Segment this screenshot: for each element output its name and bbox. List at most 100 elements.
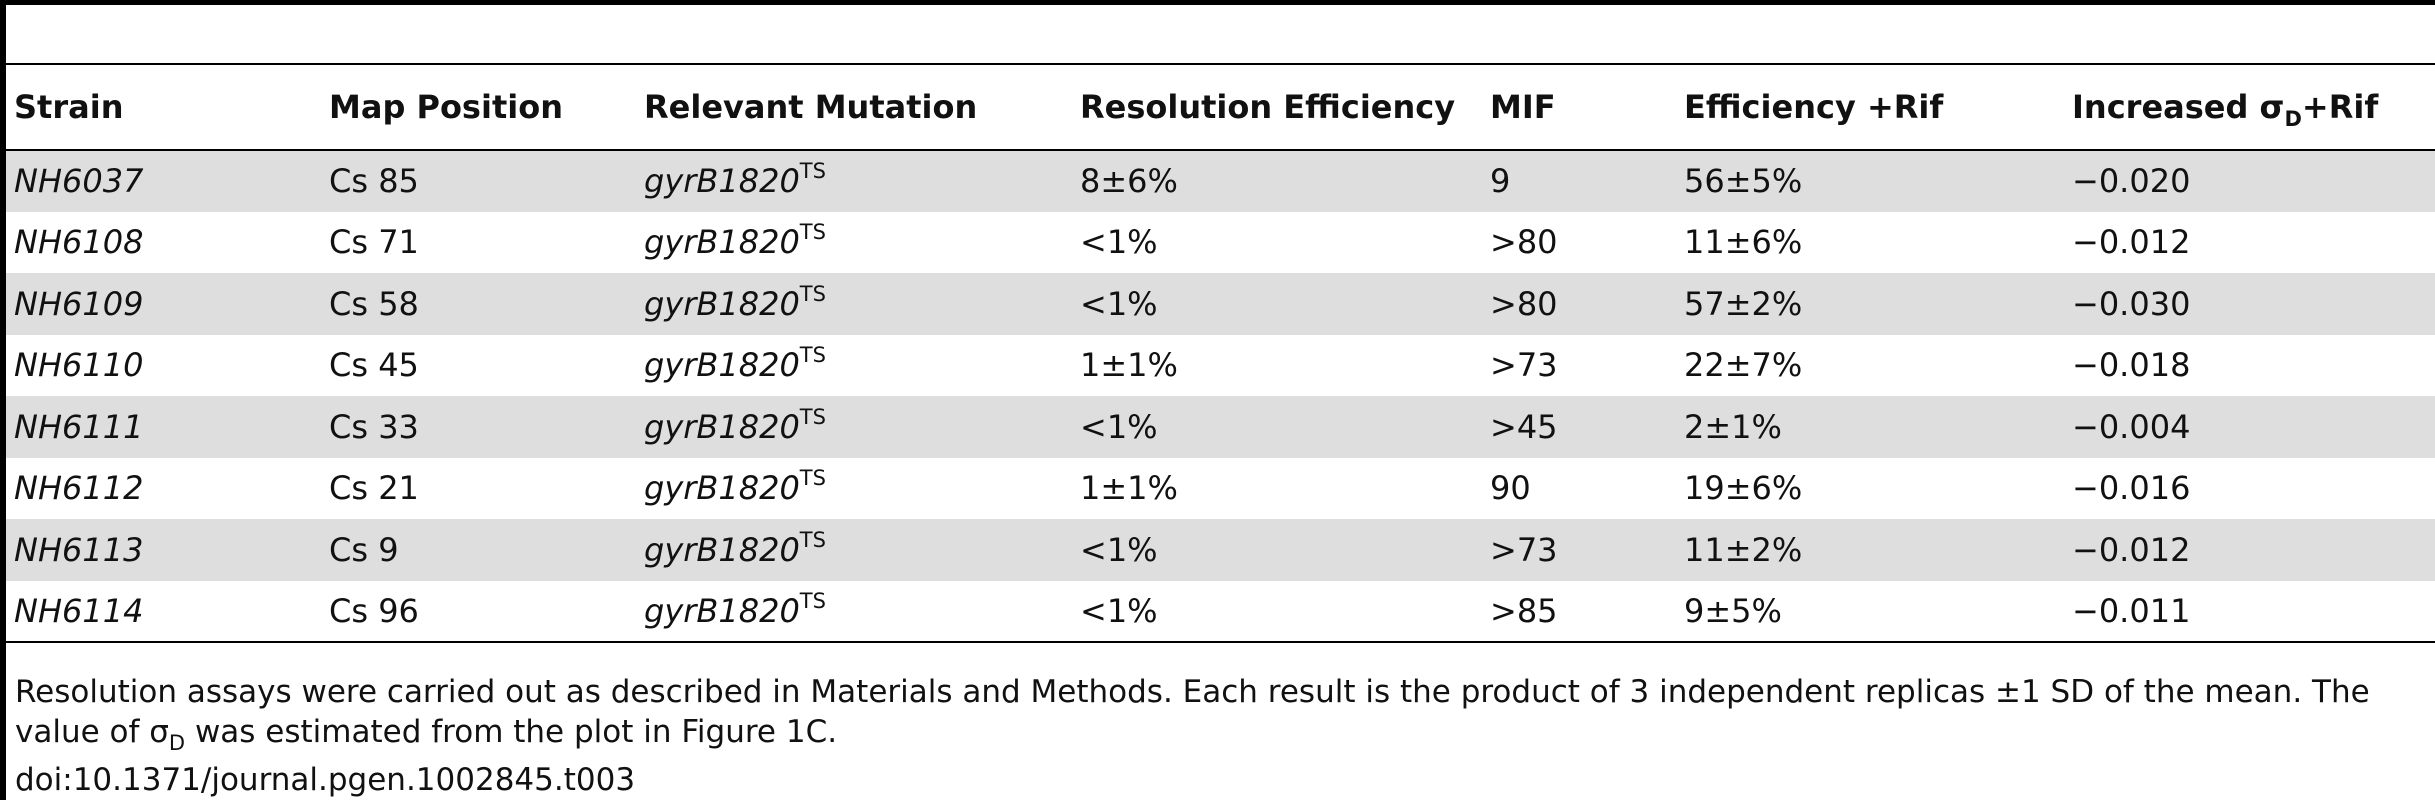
cell-strain: NH6109 [14,284,144,323]
top-rule [6,0,2435,5]
cell-resolution-efficiency: 1±1% [1080,346,1178,385]
cell-mutation-sup: TS [799,404,826,429]
cell-mif: >80 [1490,284,1558,323]
cell-mutation-sup: TS [799,466,826,491]
cell-efficiency-rif: 11±6% [1684,223,1803,262]
data-table-container: Strain Map Position Relevant Mutation Re… [6,63,2435,643]
cell-map-position: Cs 85 [329,162,419,201]
cell-strain: NH6111 [14,407,144,446]
table-row: NH6112 Cs 21 gyrB1820TS 1±1% 90 19±6% −0… [6,457,2435,520]
header-resolution-efficiency: Resolution Efficiency [1072,63,1482,151]
cell-increased-sigma: −0.004 [2072,407,2191,446]
cell-map-position: Cs 9 [329,530,399,569]
header-increased-sigma-suffix: +Rif [2301,88,2379,126]
cell-resolution-efficiency: <1% [1072,580,1482,643]
cell-mutation: gyrB1820TS [636,580,1072,643]
cell-mutation: gyrB1820TS [636,458,1072,520]
cell-mutation: gyrB1820TS [636,519,1072,581]
cell-increased-sigma: −0.018 [2072,346,2191,385]
cell-mutation-name: gyrB1820 [644,530,800,569]
cell-resolution-efficiency: 8±6% [1080,162,1178,201]
table-row: NH6114 Cs 96 gyrB1820TS <1% >85 9±5% −0.… [6,580,2435,643]
header-increased-sigma: Increased σD+Rif [2064,63,2435,151]
cell-mutation-sup: TS [799,281,826,306]
cell-mutation-name: gyrB1820 [644,346,800,385]
cell-mutation: gyrB1820TS [636,212,1072,274]
cell-mutation-sup: TS [799,527,826,552]
table-footnote: Resolution assays were carried out as de… [15,672,2425,755]
footnote-text-part2: was estimated from the plot in Figure 1C… [185,714,838,750]
left-border [0,0,6,800]
header-strain: Strain [6,63,321,151]
header-map-position: Map Position [321,63,636,151]
cell-strain: NH6112 [14,469,144,508]
cell-mif: 9 [1490,162,1511,201]
cell-increased-sigma: −0.030 [2072,284,2191,323]
cell-strain: NH6113 [14,530,144,569]
cell-mutation-sup: TS [799,588,826,613]
cell-mif: >85 [1482,580,1676,643]
cell-map-position: Cs 71 [329,223,419,262]
cell-increased-sigma: −0.012 [2072,530,2191,569]
cell-mutation-name: gyrB1820 [644,284,800,323]
cell-strain: NH6110 [14,346,144,385]
cell-mif: >73 [1490,346,1558,385]
cell-map-position: Cs 33 [329,407,419,446]
cell-resolution-efficiency: <1% [1080,530,1158,569]
header-relevant-mutation: Relevant Mutation [636,63,1072,151]
cell-mutation-sup: TS [799,343,826,368]
doi-link[interactable]: doi:10.1371/journal.pgen.1002845.t003 [15,762,636,798]
cell-mutation: gyrB1820TS [636,335,1072,397]
cell-increased-sigma: −0.012 [2072,223,2191,262]
cell-mif: >45 [1490,407,1558,446]
cell-mif: >80 [1490,223,1558,262]
cell-mutation-name: gyrB1820 [644,469,800,508]
cell-map-position: Cs 58 [329,284,419,323]
cell-mutation: gyrB1820TS [636,396,1072,458]
cell-mutation-name: gyrB1820 [644,223,800,262]
cell-efficiency-rif: 9±5% [1676,580,2064,643]
cell-increased-sigma: −0.020 [2072,162,2191,201]
footnote-sigma-sub: D [168,731,186,755]
cell-resolution-efficiency: <1% [1080,223,1158,262]
cell-strain: NH6114 [6,580,321,643]
cell-mif: 90 [1490,469,1531,508]
cell-efficiency-rif: 19±6% [1684,469,1803,508]
cell-increased-sigma: −0.016 [2072,469,2191,508]
header-efficiency-rif: Efficiency +Rif [1676,63,2064,151]
cell-resolution-efficiency: 1±1% [1080,469,1178,508]
header-increased-sigma-sub: D [2284,107,2302,131]
cell-mif: >73 [1490,530,1558,569]
footnote-text-part1: Resolution assays were carried out as de… [15,674,2370,750]
table-row: NH6111 Cs 33 gyrB1820TS <1% >45 2±1% −0.… [6,396,2435,458]
cell-mutation: gyrB1820TS [636,150,1072,212]
table-row: NH6109 Cs 58 gyrB1820TS <1% >80 57±2% −0… [6,273,2435,335]
cell-efficiency-rif: 11±2% [1684,530,1803,569]
table-row: NH6110 Cs 45 gyrB1820TS 1±1% >73 22±7% −… [6,334,2435,397]
cell-efficiency-rif: 57±2% [1684,284,1803,323]
cell-mutation: gyrB1820TS [636,273,1072,335]
cell-efficiency-rif: 56±5% [1684,162,1803,201]
table-row: NH6037 Cs 85 gyrB1820TS 8±6% 9 56±5% −0.… [6,150,2435,212]
cell-map-position: Cs 96 [321,580,636,643]
cell-strain: NH6108 [14,223,144,262]
cell-resolution-efficiency: <1% [1080,407,1158,446]
cell-resolution-efficiency: <1% [1080,284,1158,323]
data-table: Strain Map Position Relevant Mutation Re… [6,63,2435,643]
header-increased-sigma-prefix: Increased σ [2072,88,2285,126]
header-row: Strain Map Position Relevant Mutation Re… [6,63,2435,151]
cell-mutation-sup: TS [799,159,826,184]
cell-strain: NH6037 [14,162,144,201]
cell-efficiency-rif: 2±1% [1684,407,1782,446]
header-mif: MIF [1482,63,1676,151]
cell-mutation-name: gyrB1820 [644,407,800,446]
cell-mutation-sup: TS [799,220,826,245]
cell-efficiency-rif: 22±7% [1684,346,1803,385]
cell-map-position: Cs 45 [329,346,419,385]
cell-increased-sigma: −0.011 [2064,580,2435,643]
cell-mutation-name: gyrB1820 [644,162,800,201]
table-row: NH6108 Cs 71 gyrB1820TS <1% >80 11±6% −0… [6,211,2435,274]
cell-map-position: Cs 21 [329,469,419,508]
table-row: NH6113 Cs 9 gyrB1820TS <1% >73 11±2% −0.… [6,519,2435,581]
cell-mutation-name: gyrB1820 [644,591,800,630]
